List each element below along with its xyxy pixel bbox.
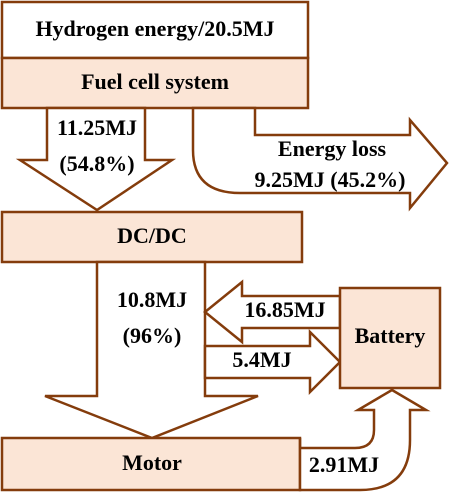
flow-arrow — [44, 260, 259, 440]
node-label: Battery — [355, 323, 426, 348]
flow-arrow — [203, 279, 342, 345]
node-label: Motor — [122, 450, 182, 475]
flow-value: 5.4MJ — [232, 347, 291, 372]
flow-value: 10.8MJ — [117, 287, 187, 312]
battery-box — [338, 286, 442, 390]
flow-share: (54.8%) — [59, 151, 134, 176]
flow-value: 2.91MJ — [309, 452, 379, 477]
flow-arrow — [203, 328, 342, 396]
flow-value: 11.25MJ — [57, 115, 137, 140]
flow-share: (96%) — [123, 323, 182, 348]
flow-arrow — [298, 388, 431, 492]
flow-arrow — [15, 106, 177, 212]
node-label: DC/DC — [117, 223, 187, 248]
hydrogen-box — [0, 0, 310, 60]
loss-arrow — [191, 106, 449, 212]
node-label: Fuel cell system — [81, 69, 229, 94]
fuel-cell-box — [0, 56, 310, 110]
flow-value: 16.85MJ — [244, 297, 325, 322]
node-label: Hydrogen energy/20.5MJ — [35, 16, 274, 41]
flow-value: 9.25MJ (45.2%) — [255, 167, 406, 192]
flow-label: Energy loss — [278, 136, 387, 161]
